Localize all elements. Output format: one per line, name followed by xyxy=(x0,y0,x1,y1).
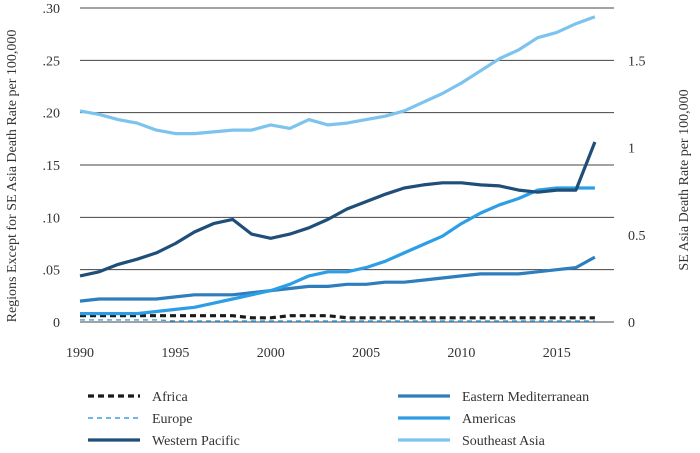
x-tick-label: 2010 xyxy=(447,346,475,361)
x-axis-ticks: 1990 1995 2000 2005 2010 2015 xyxy=(66,346,571,361)
gridlines xyxy=(80,7,614,323)
y-tick-label-right: 1.5 xyxy=(628,54,646,69)
x-tick-label: 2005 xyxy=(352,346,380,361)
left-y-axis-label: Regions Except for SE Asia Death Rate pe… xyxy=(5,30,20,323)
series-line-eastern-mediterranean xyxy=(79,255,596,303)
legend-label-americas: Americas xyxy=(462,412,516,427)
series-line-western-pacific xyxy=(79,141,597,278)
y-tick-label-left: 0 xyxy=(53,316,60,331)
y-tick-label-right: 1 xyxy=(628,142,635,157)
x-tick-label: 1995 xyxy=(161,346,189,361)
y-tick-label-left: .05 xyxy=(43,264,61,279)
legend-label-southeast-asia: Southeast Asia xyxy=(462,434,546,449)
series-line-africa xyxy=(80,314,595,320)
y-tick-label-right: 0 xyxy=(628,316,635,331)
y-tick-label-left: .20 xyxy=(43,107,61,122)
y-tick-label-left: .25 xyxy=(43,54,61,69)
x-tick-label: 1990 xyxy=(66,346,94,361)
y-tick-label-right: 0.5 xyxy=(628,229,646,244)
right-y-axis-ticks: 0 0.5 1 1.5 xyxy=(628,54,646,331)
legend: Africa Eastern Mediterranean Europe America… xyxy=(88,390,589,449)
y-tick-label-left: .30 xyxy=(43,2,61,17)
x-tick-label: 2000 xyxy=(257,346,285,361)
series-lines xyxy=(79,15,597,322)
y-tick-label-left: .15 xyxy=(43,159,61,174)
series-line-europe xyxy=(80,319,595,322)
right-y-axis-label: SE Asia Death Rate per 100,000 xyxy=(677,89,692,270)
left-y-axis-ticks: 0 .05 .10 .15 .20 .25 .30 xyxy=(43,2,61,331)
series-line-southeast-asia xyxy=(79,15,596,136)
legend-label-eastern-mediterranean: Eastern Mediterranean xyxy=(462,390,589,405)
legend-label-western-pacific: Western Pacific xyxy=(152,434,240,449)
y-tick-label-left: .10 xyxy=(43,211,61,226)
legend-label-africa: Africa xyxy=(152,390,189,405)
legend-label-europe: Europe xyxy=(152,412,192,427)
x-tick-label: 2015 xyxy=(543,346,571,361)
series-line-americas xyxy=(80,186,595,316)
